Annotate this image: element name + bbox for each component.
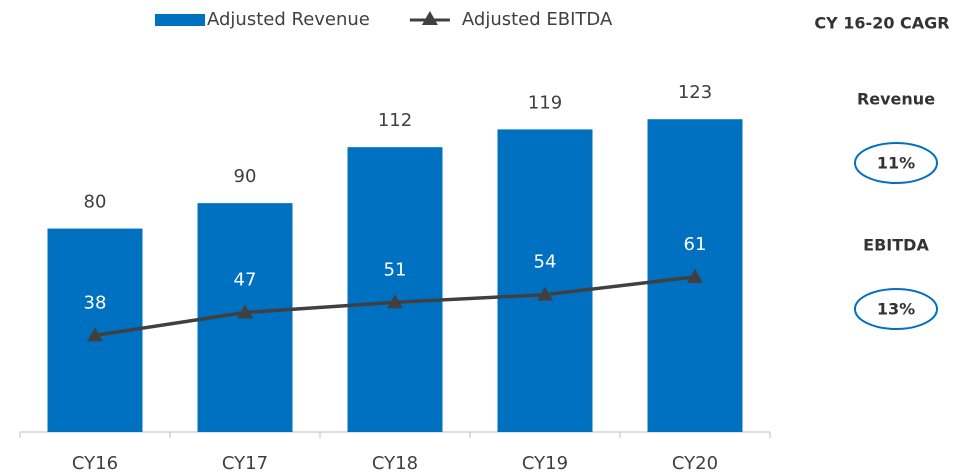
line-marker — [687, 268, 703, 283]
line-value-label: 61 — [684, 234, 707, 255]
legend-label: Adjusted Revenue — [207, 9, 370, 30]
panel-label: EBITDA — [863, 236, 929, 255]
legend-label: Adjusted EBITDA — [462, 9, 613, 30]
panel-badge — [854, 288, 938, 330]
line-marker — [237, 304, 253, 319]
x-tick-label: CY18 — [372, 453, 418, 472]
line-marker — [387, 294, 403, 309]
panel-badge — [854, 142, 938, 184]
legend-swatch — [155, 14, 205, 26]
line-marker — [87, 327, 103, 342]
bar-value-label: 119 — [528, 92, 562, 113]
bar-value-label: 80 — [84, 192, 107, 213]
panel-value: 13% — [877, 300, 915, 319]
x-tick-label: CY17 — [222, 453, 268, 472]
bar-value-label: 112 — [378, 110, 412, 131]
x-tick-label: CY16 — [72, 453, 118, 472]
legend-marker — [421, 11, 438, 25]
bar-value-label: 123 — [678, 82, 712, 103]
x-tick-label: CY19 — [522, 453, 568, 472]
line-value-label: 51 — [384, 259, 407, 280]
panel-title: CY 16-20 CAGR — [814, 14, 949, 33]
panel-value: 11% — [877, 154, 915, 173]
line-value-label: 38 — [84, 292, 107, 313]
bar-value-label: 90 — [234, 166, 257, 187]
line-marker — [537, 286, 553, 301]
panel-label: Revenue — [857, 90, 935, 109]
bar — [347, 147, 443, 432]
line-value-label: 54 — [534, 252, 557, 273]
x-tick-label: CY20 — [672, 453, 718, 472]
line-value-label: 47 — [234, 269, 257, 290]
bar — [497, 129, 593, 432]
